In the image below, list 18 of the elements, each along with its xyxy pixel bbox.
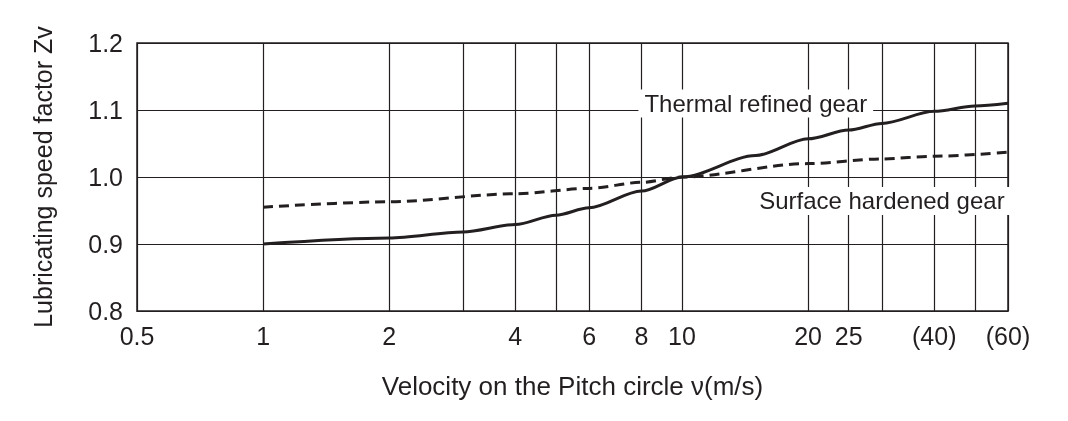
series-label: Surface hardened gear [759,187,1005,215]
x-tick-label: (60) [985,321,1031,350]
x-tick-label: 25 [834,321,863,350]
x-tick-label: 10 [668,321,696,350]
x-tick-label: 4 [508,321,523,350]
series-label: Thermal refined gear [644,90,868,118]
y-tick-label: 1.2 [88,29,123,57]
y-tick-label: 1.0 [88,163,123,191]
x-tick-label: 6 [582,321,597,350]
x-tick-label: (40) [912,321,957,350]
x-tick-label: 20 [794,321,823,350]
x-tick-label: 1 [256,321,271,350]
x-tick-label: 8 [634,321,649,350]
x-tick-label: 2 [382,321,397,350]
y-axis-title: Lubricating speed factor Zv [28,25,57,328]
x-axis-title: Velocity on the Pitch circle ν(m/s) [381,371,764,401]
y-tick-label: 0.9 [88,230,123,258]
y-tick-label: 1.1 [88,96,123,124]
